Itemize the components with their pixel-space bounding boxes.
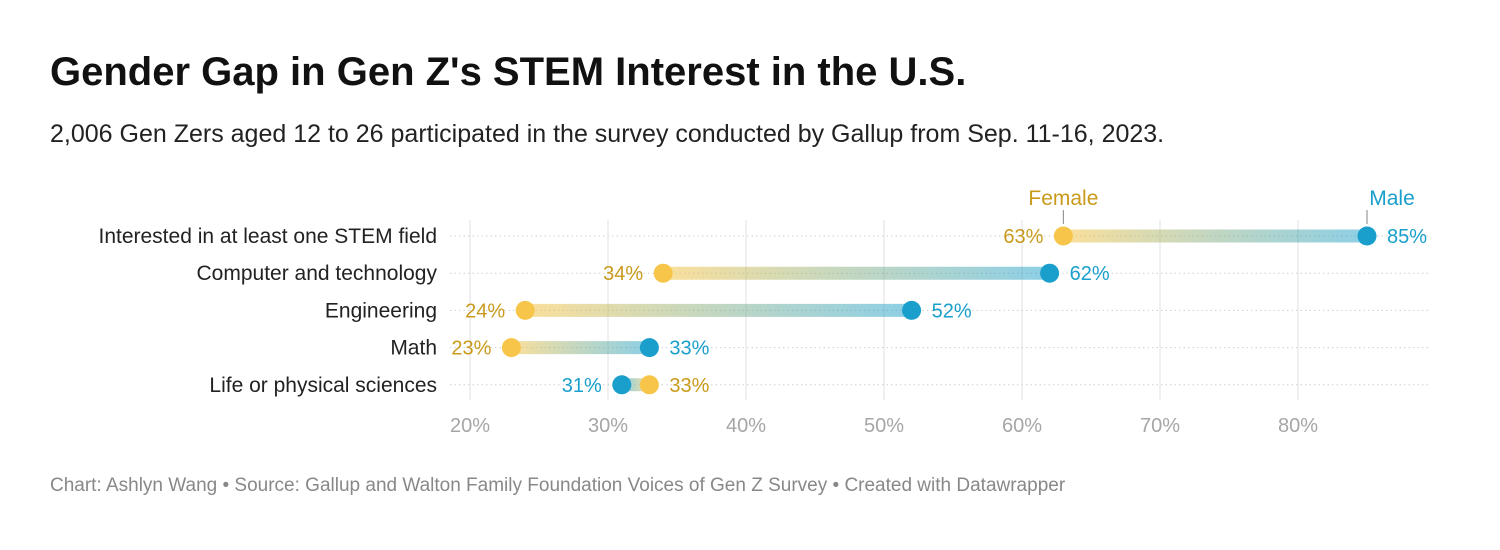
- chart-subtitle: 2,006 Gen Zers aged 12 to 26 participate…: [50, 120, 1165, 148]
- chart-footer: Chart: Ashlyn Wang • Source: Gallup and …: [50, 475, 1066, 496]
- female-dot: [1053, 226, 1073, 246]
- male-value-label: 85%: [1387, 226, 1427, 248]
- female-value-label: 34%: [603, 263, 643, 285]
- male-value-label: 52%: [932, 300, 972, 322]
- category-label: Computer and technology: [197, 262, 438, 285]
- male-dot: [612, 375, 632, 395]
- male-dot: [639, 338, 659, 358]
- legend-female: Female: [1028, 187, 1098, 210]
- category-label: Math: [390, 337, 437, 360]
- category-label: Life or physical sciences: [209, 374, 437, 397]
- x-tick-label: 70%: [1140, 415, 1180, 437]
- female-dot: [639, 375, 659, 395]
- x-tick-label: 20%: [450, 415, 490, 437]
- x-tick-label: 60%: [1002, 415, 1042, 437]
- female-dot: [515, 300, 535, 320]
- x-tick-label: 40%: [726, 415, 766, 437]
- male-value-label: 31%: [562, 375, 602, 397]
- male-dot: [1040, 263, 1060, 283]
- female-value-label: 63%: [1003, 226, 1043, 248]
- legend-male: Male: [1369, 187, 1415, 210]
- female-value-label: 24%: [465, 300, 505, 322]
- category-label: Interested in at least one STEM field: [98, 225, 437, 248]
- female-value-label: 23%: [451, 338, 491, 360]
- category-label: Engineering: [325, 299, 437, 322]
- female-value-label: 33%: [669, 375, 709, 397]
- x-tick-label: 80%: [1278, 415, 1318, 437]
- male-dot: [902, 300, 922, 320]
- male-value-label: 33%: [669, 338, 709, 360]
- male-dot: [1357, 226, 1377, 246]
- chart-title: Gender Gap in Gen Z's STEM Interest in t…: [50, 50, 967, 94]
- x-tick-label: 50%: [864, 415, 904, 437]
- x-tick-label: 30%: [588, 415, 628, 437]
- male-value-label: 62%: [1070, 263, 1110, 285]
- female-dot: [501, 338, 521, 358]
- female-dot: [653, 263, 673, 283]
